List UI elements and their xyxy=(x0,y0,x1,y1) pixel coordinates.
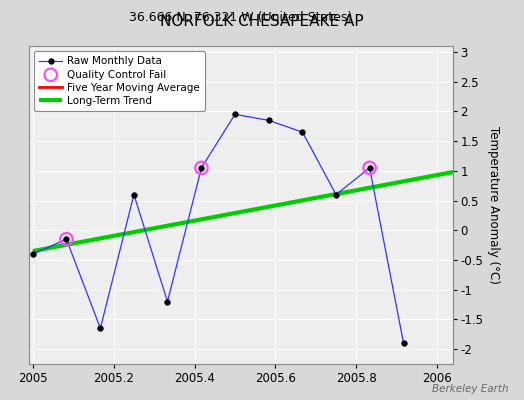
Raw Monthly Data xyxy=(333,192,339,197)
Raw Monthly Data xyxy=(400,341,407,346)
Raw Monthly Data xyxy=(63,237,70,242)
Title: 36.666 N, 76.321 W (United States): 36.666 N, 76.321 W (United States) xyxy=(129,11,353,24)
Text: NORFOLK CHESAPEAKE AP: NORFOLK CHESAPEAKE AP xyxy=(160,14,364,29)
Raw Monthly Data xyxy=(265,118,271,123)
Quality Control Fail xyxy=(197,165,205,171)
Text: Berkeley Earth: Berkeley Earth xyxy=(432,384,508,394)
Raw Monthly Data xyxy=(30,252,36,256)
Quality Control Fail xyxy=(62,236,71,242)
Raw Monthly Data xyxy=(299,130,305,134)
Raw Monthly Data xyxy=(165,299,171,304)
Line: Raw Monthly Data: Raw Monthly Data xyxy=(30,112,406,346)
Quality Control Fail xyxy=(365,165,374,171)
Raw Monthly Data xyxy=(198,166,204,170)
Y-axis label: Temperature Anomaly (°C): Temperature Anomaly (°C) xyxy=(487,126,500,284)
Raw Monthly Data xyxy=(232,112,238,117)
Raw Monthly Data xyxy=(366,166,373,170)
Raw Monthly Data xyxy=(131,192,137,197)
Raw Monthly Data xyxy=(97,326,104,331)
Legend: Raw Monthly Data, Quality Control Fail, Five Year Moving Average, Long-Term Tren: Raw Monthly Data, Quality Control Fail, … xyxy=(34,51,205,111)
